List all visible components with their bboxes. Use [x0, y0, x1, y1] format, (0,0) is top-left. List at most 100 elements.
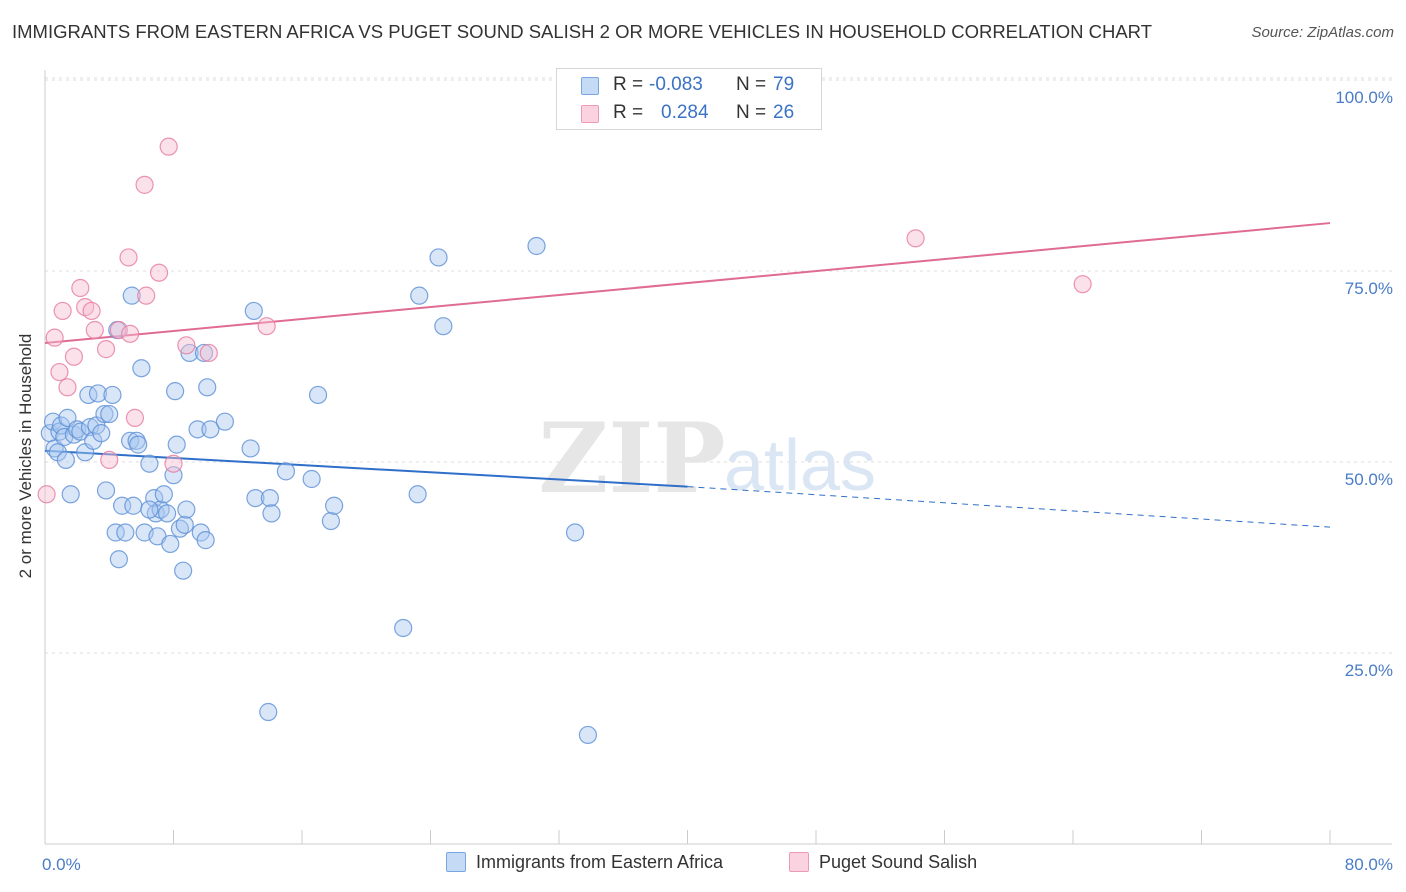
watermark-atlas: atlas	[724, 426, 876, 506]
legend-n-label: N =	[736, 74, 767, 95]
point-puget-sound-salish	[109, 320, 128, 340]
gridlines	[45, 77, 1392, 654]
point-eastern-africa	[56, 450, 75, 469]
point-eastern-africa	[578, 725, 598, 745]
legend-n-label: N =	[736, 102, 767, 123]
point-eastern-africa	[100, 404, 119, 424]
point-puget-sound-salish	[53, 301, 72, 321]
point-eastern-africa	[302, 469, 321, 489]
point-eastern-africa	[61, 485, 80, 504]
point-eastern-africa	[103, 385, 122, 405]
point-eastern-africa	[92, 424, 111, 443]
point-eastern-africa	[95, 404, 114, 424]
point-eastern-africa	[244, 301, 263, 321]
point-eastern-africa	[96, 481, 116, 500]
point-eastern-africa	[124, 496, 143, 515]
point-eastern-africa	[145, 489, 164, 508]
point-eastern-africa	[166, 382, 185, 401]
point-eastern-africa	[140, 454, 159, 473]
point-eastern-africa	[308, 385, 328, 405]
point-eastern-africa	[80, 417, 100, 437]
point-eastern-africa	[429, 248, 448, 267]
point-puget-sound-salish	[177, 336, 196, 355]
bottom-legend-swatch-blue	[446, 852, 466, 872]
legend-r-label: R =	[613, 74, 644, 95]
point-eastern-africa	[106, 523, 125, 542]
point-eastern-africa	[325, 496, 344, 515]
point-eastern-africa	[132, 359, 151, 378]
point-eastern-africa	[167, 435, 186, 454]
legend-n-value: 26	[773, 102, 795, 123]
point-eastern-africa	[321, 511, 341, 531]
chart-source: Source: ZipAtlas.com	[1251, 24, 1394, 41]
trend-line-eastern-africa	[44, 449, 688, 488]
point-puget-sound-salish	[199, 343, 218, 363]
legend-r-label: R =	[613, 102, 644, 123]
point-eastern-africa	[394, 618, 413, 638]
point-eastern-africa	[410, 286, 429, 305]
watermark-zip: ZIP	[538, 402, 725, 515]
y-tick-label: 100.0%	[1335, 88, 1393, 107]
point-puget-sound-salish	[1073, 275, 1092, 294]
point-puget-sound-salish	[125, 408, 145, 427]
point-puget-sound-salish	[85, 320, 104, 340]
point-eastern-africa	[198, 378, 217, 397]
bottom-legend-label-eastern-africa: Immigrants from Eastern Africa	[476, 852, 724, 872]
y-tick-label: 75.0%	[1345, 279, 1393, 298]
point-puget-sound-salish	[100, 450, 119, 469]
x-tick-label-min: 0.0%	[42, 855, 81, 874]
point-puget-sound-salish	[121, 324, 140, 343]
point-eastern-africa	[122, 286, 141, 305]
point-eastern-africa	[565, 523, 585, 542]
point-eastern-africa	[129, 435, 148, 454]
point-eastern-africa	[201, 420, 220, 439]
point-eastern-africa	[276, 462, 296, 481]
point-eastern-africa	[116, 523, 135, 542]
point-eastern-africa	[215, 412, 234, 431]
watermark: ZIP atlas	[538, 402, 876, 515]
point-eastern-africa	[434, 317, 453, 336]
point-puget-sound-salish	[906, 229, 925, 248]
point-eastern-africa	[260, 489, 279, 508]
point-puget-sound-salish	[71, 278, 90, 298]
y-tick-label: 50.0%	[1345, 470, 1393, 489]
correlation-legend: R = -0.083 N = 79 R = 0.284 N = 26	[556, 68, 822, 130]
point-puget-sound-salish	[164, 454, 183, 473]
point-puget-sound-salish	[159, 137, 178, 156]
point-eastern-africa	[177, 500, 196, 519]
point-eastern-africa	[196, 531, 215, 550]
point-eastern-africa	[175, 515, 194, 534]
point-puget-sound-salish	[257, 317, 276, 336]
point-eastern-africa	[88, 384, 108, 403]
legend-swatch-pink	[581, 105, 599, 123]
bottom-legend-label-puget-sound-salish: Puget Sound Salish	[819, 852, 978, 872]
bottom-legend-swatch-pink	[789, 852, 809, 872]
point-eastern-africa	[188, 420, 207, 439]
point-puget-sound-salish	[96, 340, 116, 359]
legend-n-value: 79	[773, 74, 795, 95]
point-eastern-africa	[157, 504, 177, 523]
point-puget-sound-salish	[149, 263, 169, 282]
legend-r-value: -0.083	[649, 74, 703, 95]
point-puget-sound-salish	[50, 362, 69, 382]
point-puget-sound-salish	[58, 378, 77, 397]
point-eastern-africa	[50, 422, 69, 441]
point-puget-sound-salish	[119, 248, 138, 267]
bottom-legend-eastern-africa: Immigrants from Eastern Africa	[446, 852, 723, 873]
bottom-legend-puget-sound-salish: Puget Sound Salish	[789, 852, 977, 873]
point-eastern-africa	[154, 485, 173, 504]
point-eastern-africa	[109, 550, 128, 569]
point-eastern-africa	[194, 343, 214, 363]
point-eastern-africa	[140, 500, 159, 519]
point-eastern-africa	[408, 485, 427, 504]
point-eastern-africa	[527, 236, 546, 256]
point-puget-sound-salish	[135, 175, 154, 194]
point-eastern-africa	[259, 702, 278, 722]
point-puget-sound-salish	[37, 485, 56, 504]
legend-swatch-blue	[581, 77, 599, 95]
point-puget-sound-salish	[137, 286, 156, 305]
point-eastern-africa	[161, 534, 180, 554]
trend-line-eastern-africa-extrapolated	[687, 486, 1331, 528]
y-tick-label: 25.0%	[1345, 661, 1393, 680]
